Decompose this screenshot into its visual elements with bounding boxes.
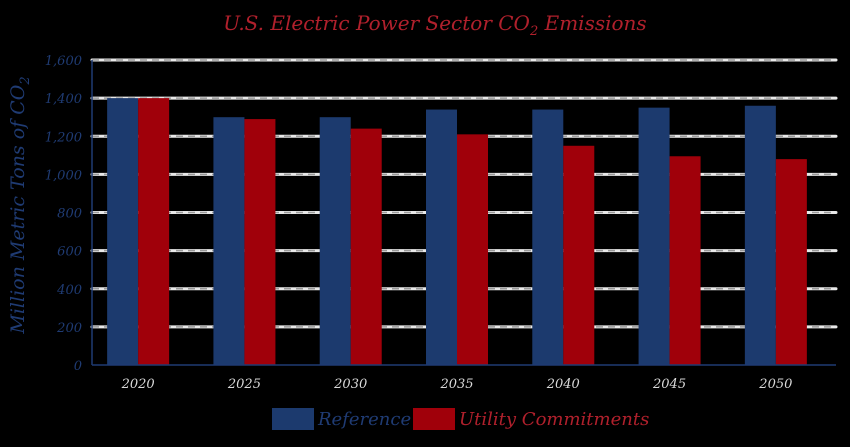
x-tick-label: 2035	[439, 377, 473, 392]
y-axis-label-prefix: Million Metric Tons of CO	[7, 84, 29, 334]
y-tick-layer: 0 200 400 600 800 1,000 1,200 1,400 1,600	[45, 54, 82, 374]
bar-utility-commitments	[350, 128, 382, 365]
bar-reference	[213, 117, 245, 365]
y-tick-label: 400	[56, 283, 82, 298]
bar-reference	[532, 109, 564, 365]
y-tick-label: 0	[74, 359, 82, 374]
bar-reference	[426, 109, 457, 365]
bar-utility-commitments	[244, 119, 276, 365]
y-tick-label: 1,200	[45, 130, 82, 145]
legend-swatch-utility-commitments	[413, 408, 455, 430]
y-tick-label: 800	[57, 207, 82, 222]
bar-utility-commitments	[669, 156, 701, 365]
bar-utility-commitments	[138, 98, 170, 365]
y-tick-label: 1,400	[45, 92, 82, 107]
x-tick-label: 2050	[758, 377, 792, 392]
x-tick-label: 2025	[227, 377, 261, 392]
x-tick-layer: 2020 2025 2030 2035 2040 2045 2050	[121, 377, 793, 392]
y-tick-label: 200	[56, 321, 82, 336]
bar-utility-commitments	[775, 159, 807, 365]
bar-reference	[638, 107, 670, 365]
legend-label-utility-commitments: Utility Commitments	[459, 409, 649, 430]
chart-title-suffix: Emissions	[538, 11, 646, 35]
bar-utility-commitments	[457, 134, 488, 365]
chart-title: U.S. Electric Power Sector CO2 Emissions	[223, 11, 646, 39]
chart-legend: Reference Utility Commitments	[272, 408, 649, 430]
chart-title-subscript: 2	[529, 24, 538, 39]
legend-swatch-reference	[272, 408, 314, 430]
bar-reference	[744, 105, 776, 365]
bar-reference	[319, 117, 351, 365]
x-tick-label: 2045	[652, 377, 686, 392]
x-tick-label: 2030	[333, 377, 367, 392]
x-tick-label: 2040	[546, 377, 580, 392]
y-tick-label: 1,000	[45, 168, 82, 183]
bar-utility-commitments	[563, 145, 595, 365]
legend-label-reference: Reference	[317, 409, 411, 430]
y-axis-label-subscript: 2	[18, 76, 33, 85]
chart-title-prefix: U.S. Electric Power Sector CO	[223, 11, 530, 35]
x-tick-label: 2020	[121, 377, 155, 392]
bar-reference	[107, 98, 139, 365]
y-tick-label: 1,600	[45, 54, 82, 69]
bar-layer	[107, 98, 807, 365]
y-tick-label: 600	[57, 245, 82, 260]
y-axis-label: Million Metric Tons of CO2	[7, 76, 33, 334]
